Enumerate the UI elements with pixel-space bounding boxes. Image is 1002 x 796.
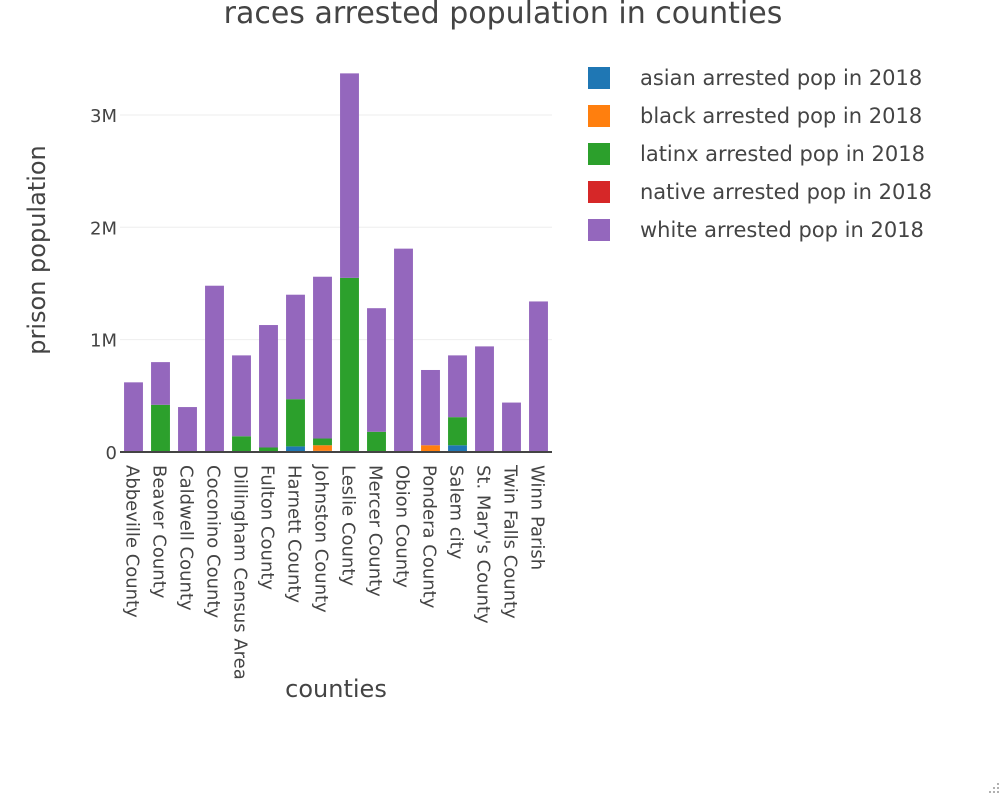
legend[interactable]: asian arrested pop in 2018 black arrested… (588, 66, 932, 242)
bar-segment[interactable] (286, 294, 305, 400)
x-tick-label: Leslie County (338, 465, 359, 586)
bar-segment[interactable] (367, 431, 386, 452)
y-axis-title: prison population (23, 145, 51, 355)
bar-segment[interactable] (313, 438, 332, 446)
legend-item-label[interactable]: black arrested pop in 2018 (640, 104, 922, 128)
bar-segment[interactable] (232, 355, 251, 437)
x-tick-label: Twin Falls County (500, 464, 521, 619)
x-tick-label: St. Mary's County (473, 465, 494, 624)
x-tick-label: Coconino County (203, 465, 224, 618)
bar-segment[interactable] (205, 285, 224, 452)
bar-segment[interactable] (151, 404, 170, 452)
bar-segment[interactable] (421, 445, 440, 452)
x-tick-label: Pondera County (419, 465, 440, 609)
bar-segment[interactable] (340, 277, 359, 452)
bar-segment[interactable] (151, 362, 170, 405)
bar-segment[interactable] (421, 369, 440, 446)
bar-segment[interactable] (124, 382, 143, 452)
x-tick-label: Fulton County (257, 465, 278, 590)
bar-segment[interactable] (475, 346, 494, 452)
bar-segment[interactable] (367, 308, 386, 432)
bar-segment[interactable] (502, 402, 521, 452)
y-tick-label: 3M (90, 106, 117, 127)
x-tick-label: Johnston County (311, 464, 332, 613)
legend-item-label[interactable]: latinx arrested pop in 2018 (640, 142, 925, 166)
x-axis-title: counties (285, 675, 387, 703)
bar-segment[interactable] (448, 355, 467, 418)
resize-handle-icon[interactable] (986, 780, 1000, 794)
bar-segment[interactable] (286, 399, 305, 447)
bar-segment[interactable] (286, 446, 305, 452)
x-tick-label: Dillingham Census Area (230, 465, 251, 680)
legend-swatch[interactable] (588, 181, 610, 203)
bar-segment[interactable] (259, 325, 278, 448)
legend-swatch[interactable] (588, 67, 610, 89)
bar-segment[interactable] (340, 73, 359, 278)
bar-segment[interactable] (232, 436, 251, 452)
x-tick-label: Mercer County (365, 465, 386, 597)
y-axis-ticks: 0 1M 2M 3M (90, 106, 117, 464)
x-tick-label: Obion County (392, 465, 413, 588)
bar-segment[interactable] (394, 248, 413, 452)
gridlines (120, 114, 552, 341)
legend-item-label[interactable]: asian arrested pop in 2018 (640, 66, 922, 90)
chart-title: races arrested population in counties (224, 0, 783, 31)
x-axis-ticks: Abbeville County Beaver County Caldwell Co… (122, 464, 548, 680)
legend-swatch[interactable] (588, 105, 610, 127)
x-tick-label: Beaver County (149, 465, 170, 599)
x-tick-label: Salem city (446, 465, 467, 560)
bar-segment[interactable] (313, 276, 332, 439)
bars[interactable] (124, 73, 548, 452)
legend-item-label[interactable]: native arrested pop in 2018 (640, 180, 932, 204)
x-tick-label: Abbeville County (122, 465, 143, 618)
y-tick-label: 1M (90, 331, 117, 352)
bar-segment[interactable] (448, 417, 467, 446)
bar-segment[interactable] (259, 447, 278, 452)
x-tick-label: Winn Parish (527, 465, 548, 570)
legend-swatch[interactable] (588, 143, 610, 165)
y-tick-label: 2M (90, 218, 117, 239)
bar-segment[interactable] (529, 301, 548, 452)
y-tick-label: 0 (106, 443, 117, 464)
bar-segment[interactable] (448, 445, 467, 452)
legend-swatch[interactable] (588, 219, 610, 241)
legend-item-label[interactable]: white arrested pop in 2018 (640, 218, 924, 242)
bar-segment[interactable] (313, 445, 332, 451)
bar-segment[interactable] (178, 407, 197, 452)
x-tick-label: Harnett County (284, 465, 305, 603)
x-tick-label: Caldwell County (176, 465, 197, 611)
